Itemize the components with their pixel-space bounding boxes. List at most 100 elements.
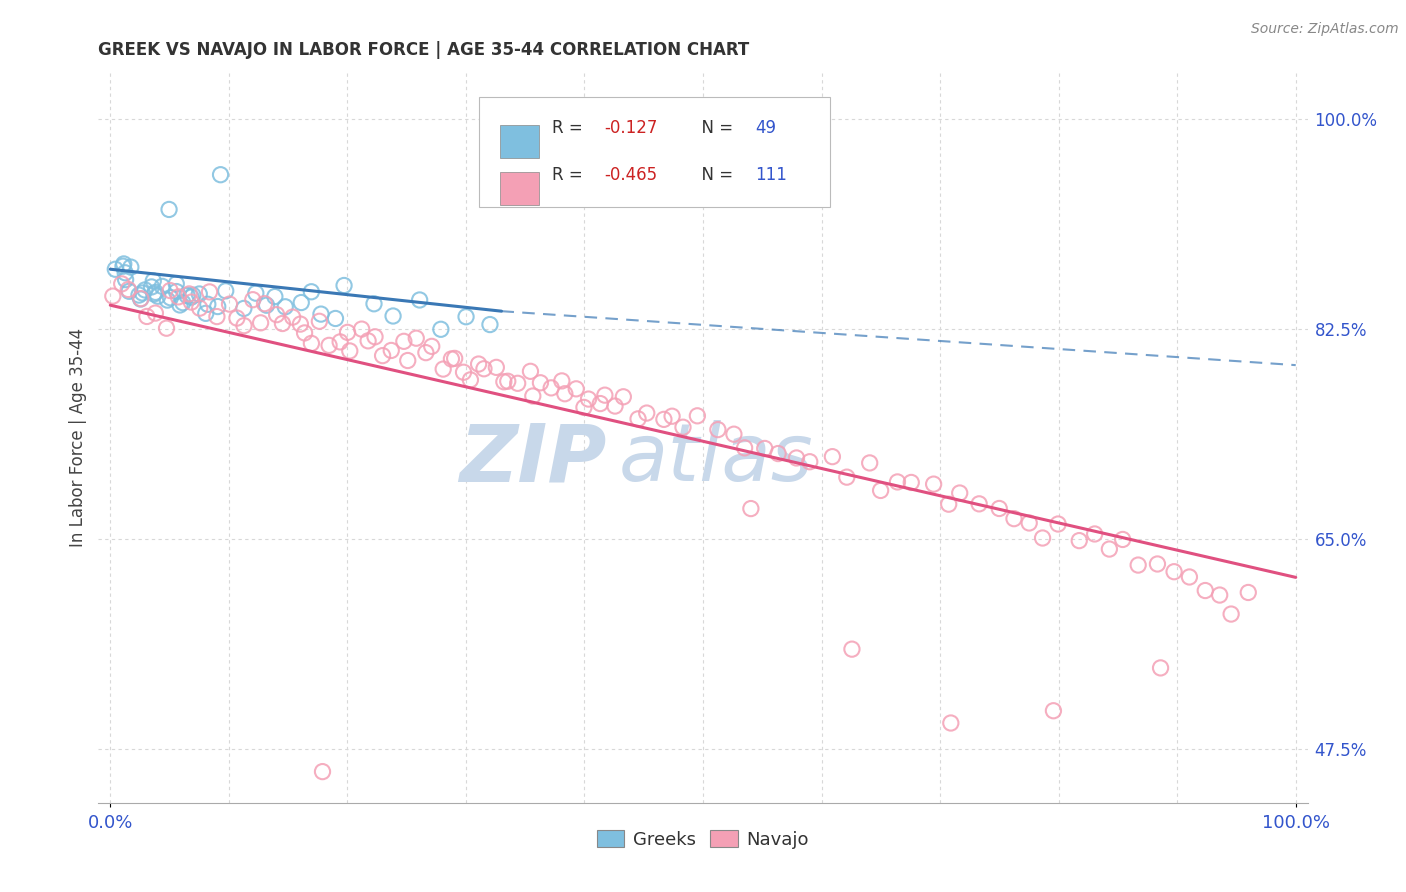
Point xyxy=(245,286,267,301)
Point xyxy=(415,345,437,359)
Point xyxy=(266,308,288,322)
Point xyxy=(142,274,165,288)
Point xyxy=(554,386,576,401)
Point xyxy=(529,376,551,390)
Point xyxy=(159,284,181,298)
Point xyxy=(180,295,202,310)
Point xyxy=(232,301,254,316)
Point xyxy=(249,316,271,330)
Point xyxy=(740,501,762,516)
Text: ZIP: ZIP xyxy=(458,420,606,498)
Point xyxy=(357,334,380,348)
Text: -0.127: -0.127 xyxy=(603,120,657,137)
Text: GREEK VS NAVAJO IN LABOR FORCE | AGE 35-44 CORRELATION CHART: GREEK VS NAVAJO IN LABOR FORCE | AGE 35-… xyxy=(98,41,749,59)
Point xyxy=(988,501,1011,516)
Point xyxy=(734,441,756,455)
Point xyxy=(405,331,427,345)
Point xyxy=(111,259,134,273)
Point xyxy=(478,318,501,332)
Point xyxy=(299,285,322,299)
Point xyxy=(129,292,152,306)
Point xyxy=(290,317,312,331)
Point xyxy=(253,296,276,310)
Point xyxy=(454,310,477,324)
Point xyxy=(723,427,745,442)
Point xyxy=(226,311,249,326)
Point xyxy=(143,287,166,301)
Legend: Greeks, Navajo: Greeks, Navajo xyxy=(589,823,817,856)
Point xyxy=(922,477,945,491)
Point xyxy=(859,456,882,470)
Point xyxy=(382,309,405,323)
Point xyxy=(179,287,201,301)
Point xyxy=(672,420,695,434)
Point xyxy=(146,289,169,303)
Point xyxy=(1220,607,1243,621)
Point xyxy=(155,321,177,335)
Point xyxy=(114,272,136,286)
Point xyxy=(900,475,922,490)
Point xyxy=(120,260,142,274)
Point xyxy=(1163,565,1185,579)
Point xyxy=(392,334,415,349)
Point xyxy=(522,389,544,403)
Point xyxy=(1149,661,1171,675)
Point xyxy=(939,716,962,731)
Point xyxy=(256,298,278,312)
Point xyxy=(869,483,891,498)
Text: R =: R = xyxy=(551,120,588,137)
Point xyxy=(627,412,650,426)
Point xyxy=(754,442,776,456)
Point xyxy=(652,412,675,426)
Point xyxy=(492,375,515,389)
Point xyxy=(443,351,465,366)
Point xyxy=(835,470,858,484)
Point xyxy=(1047,516,1070,531)
Point xyxy=(112,257,135,271)
Point xyxy=(101,289,124,303)
Point xyxy=(350,322,373,336)
Point xyxy=(205,310,228,324)
Point xyxy=(336,326,359,340)
Point xyxy=(1002,511,1025,525)
Point xyxy=(181,288,204,302)
Point xyxy=(329,334,352,349)
Point xyxy=(157,202,180,217)
Text: Source: ZipAtlas.com: Source: ZipAtlas.com xyxy=(1251,22,1399,37)
Point xyxy=(233,318,256,333)
Point xyxy=(198,285,221,299)
Point xyxy=(172,295,194,310)
Point xyxy=(271,317,294,331)
Point xyxy=(799,455,821,469)
Point xyxy=(114,266,136,280)
Point xyxy=(159,291,181,305)
Point xyxy=(209,168,232,182)
Point xyxy=(408,293,430,307)
Point xyxy=(572,401,595,415)
Point xyxy=(180,290,202,304)
Text: N =: N = xyxy=(690,120,738,137)
Point xyxy=(766,446,789,460)
Point xyxy=(467,357,489,371)
Point xyxy=(967,497,990,511)
Point xyxy=(129,292,152,306)
Point xyxy=(506,376,529,391)
Point xyxy=(551,374,574,388)
Text: 111: 111 xyxy=(755,167,787,185)
Point xyxy=(430,322,453,336)
Point xyxy=(519,364,541,378)
Point xyxy=(117,283,139,297)
Point xyxy=(420,339,443,353)
Y-axis label: In Labor Force | Age 35-44: In Labor Force | Age 35-44 xyxy=(69,327,87,547)
Point xyxy=(949,486,972,500)
Point xyxy=(1042,704,1064,718)
Point xyxy=(636,406,658,420)
Bar xyxy=(501,126,538,158)
Point xyxy=(485,360,508,375)
Point xyxy=(938,497,960,511)
Point xyxy=(218,297,240,311)
Point xyxy=(593,388,616,402)
Point xyxy=(371,349,394,363)
Point xyxy=(396,353,419,368)
Point xyxy=(612,390,634,404)
